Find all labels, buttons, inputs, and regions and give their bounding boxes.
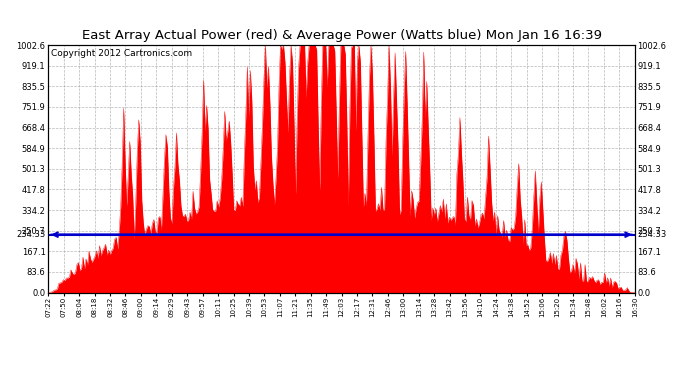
Text: Copyright 2012 Cartronics.com: Copyright 2012 Cartronics.com xyxy=(51,49,193,58)
Title: East Array Actual Power (red) & Average Power (Watts blue) Mon Jan 16 16:39: East Array Actual Power (red) & Average … xyxy=(81,30,602,42)
Text: 234.33: 234.33 xyxy=(638,230,667,239)
Text: 234.33: 234.33 xyxy=(16,230,46,239)
